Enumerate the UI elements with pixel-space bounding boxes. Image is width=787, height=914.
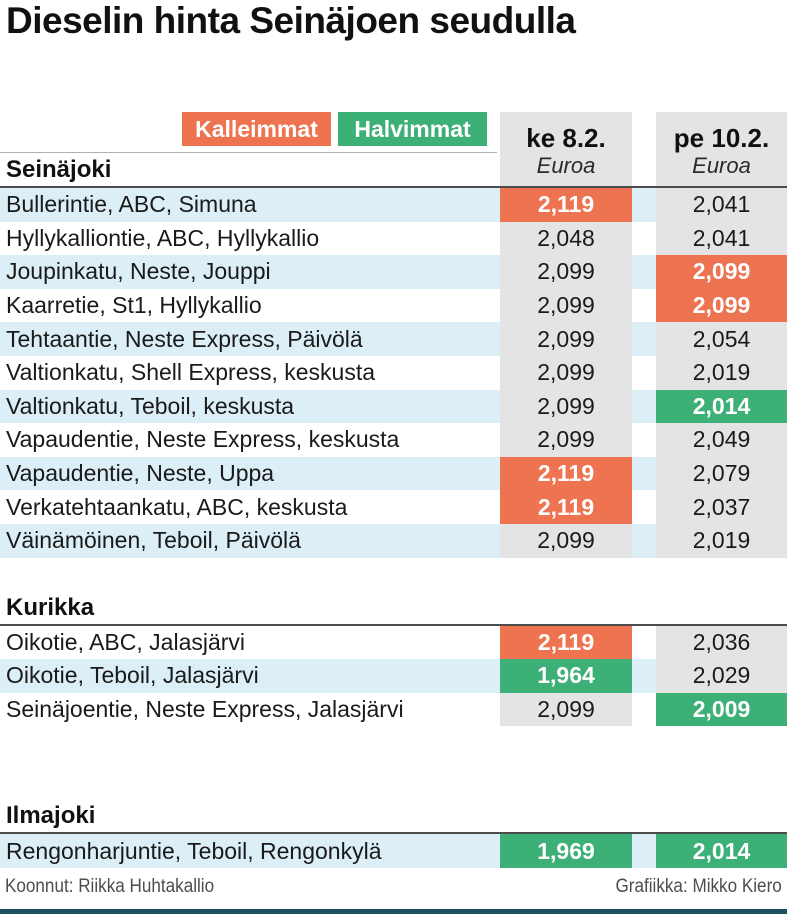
- column-header-wed: ke 8.2. Euroa: [500, 112, 632, 189]
- column-header-wed-label: ke 8.2.: [526, 122, 606, 153]
- section-rows: Oikotie, ABC, Jalasjärvi 2,119 2,036 Oik…: [0, 625, 787, 727]
- station-label: Joupinkatu, Neste, Jouppi: [6, 258, 271, 285]
- station-label: Kaarretie, St1, Hyllykallio: [6, 292, 262, 319]
- section-rows: Rengonharjuntie, Teboil, Rengonkylä 1,96…: [0, 834, 787, 868]
- table-row: Hyllykalliontie, ABC, Hyllykallio 2,048 …: [0, 221, 787, 256]
- section-rule: [0, 186, 787, 188]
- credit-graphics: Grafiikka: Mikko Kiero: [615, 876, 782, 897]
- credit-compiler: Koonnut: Riikka Huhtakallio: [5, 876, 215, 897]
- price-cell-wed: 2,099: [500, 288, 632, 323]
- price-cell-wed: 2,048: [500, 221, 632, 256]
- legend-expensive-label: Kalleimmat: [195, 115, 318, 142]
- station-label: Vapaudentie, Neste Express, keskusta: [6, 426, 400, 453]
- column-header-fri-unit: Euroa: [692, 152, 751, 178]
- price-cell-fri: 2,049: [656, 423, 787, 457]
- table-section: Ilmajoki Rengonharjuntie, Teboil, Rengon…: [0, 796, 787, 868]
- price-cell-fri: 2,036: [656, 625, 787, 660]
- price-cell-wed: 2,099: [500, 423, 632, 457]
- table-row: Joupinkatu, Neste, Jouppi 2,099 2,099: [0, 255, 787, 289]
- station-label: Tehtaantie, Neste Express, Päivölä: [6, 325, 363, 352]
- station-label: Oikotie, Teboil, Jalasjärvi: [6, 662, 259, 689]
- header-divider-line: [0, 152, 497, 153]
- price-cell-wed: 2,119: [500, 490, 632, 524]
- price-cell-fri: 2,041: [656, 221, 787, 256]
- price-cell-wed: 2,099: [500, 322, 632, 356]
- legend-cheap: Halvimmat: [338, 112, 487, 146]
- table-row: Oikotie, Teboil, Jalasjärvi 1,964 2,029: [0, 659, 787, 693]
- price-cell-wed: 2,099: [500, 355, 632, 390]
- table-row: Valtionkatu, Teboil, keskusta 2,099 2,01…: [0, 389, 787, 424]
- price-cell-fri: 2,009: [656, 692, 787, 727]
- credits: Koonnut: Riikka Huhtakallio Grafiikka: M…: [0, 876, 787, 900]
- station-label: Rengonharjuntie, Teboil, Rengonkylä: [6, 837, 382, 864]
- price-cell-wed: 2,099: [500, 523, 632, 558]
- station-label: Bullerintie, ABC, Simuna: [6, 191, 257, 218]
- price-cell-fri: 2,099: [656, 255, 787, 289]
- price-cell-wed: 2,099: [500, 389, 632, 424]
- price-cell-wed: 2,099: [500, 255, 632, 289]
- footer-brand-bar: [0, 909, 787, 914]
- table-row: Verkatehtaankatu, ABC, keskusta 2,119 2,…: [0, 490, 787, 524]
- page-title: Dieselin hinta Seinäjoen seudulla: [6, 0, 576, 41]
- station-label: Väinämöinen, Teboil, Päivölä: [6, 527, 301, 554]
- legend-expensive: Kalleimmat: [182, 112, 331, 146]
- table-row: Väinämöinen, Teboil, Päivölä 2,099 2,019: [0, 523, 787, 558]
- price-cell-fri: 2,019: [656, 523, 787, 558]
- section-rule: [0, 623, 787, 626]
- station-label: Valtionkatu, Shell Express, keskusta: [6, 359, 376, 386]
- price-cell-wed: 1,964: [500, 659, 632, 693]
- legend-cheap-label: Halvimmat: [354, 115, 471, 142]
- price-cell-fri: 2,099: [656, 288, 787, 323]
- price-cell-fri: 2,014: [656, 834, 787, 868]
- table-row: Bullerintie, ABC, Simuna 2,119 2,041: [0, 188, 787, 222]
- table-row: Kaarretie, St1, Hyllykallio 2,099 2,099: [0, 288, 787, 323]
- price-cell-fri: 2,019: [656, 355, 787, 390]
- table-row: Vapaudentie, Neste Express, keskusta 2,0…: [0, 423, 787, 457]
- section-title: Kurikka: [6, 593, 95, 621]
- price-table: Seinäjoki Bullerintie, ABC, Simuna 2,119…: [0, 150, 787, 868]
- price-cell-wed: 2,099: [500, 692, 632, 727]
- price-cell-fri: 2,014: [656, 389, 787, 424]
- price-cell-wed: 2,119: [500, 625, 632, 660]
- table-row: Oikotie, ABC, Jalasjärvi 2,119 2,036: [0, 625, 787, 660]
- table-row: Valtionkatu, Shell Express, keskusta 2,0…: [0, 355, 787, 390]
- column-header-fri-label: pe 10.2.: [673, 122, 770, 153]
- price-cell-fri: 2,029: [656, 659, 787, 693]
- price-cell-fri: 2,054: [656, 322, 787, 356]
- section-rule: [0, 832, 787, 835]
- price-cell-wed: 1,969: [500, 834, 632, 868]
- price-cell-wed: 2,119: [500, 456, 632, 491]
- station-label: Seinäjoentie, Neste Express, Jalasjärvi: [6, 696, 404, 723]
- station-label: Oikotie, ABC, Jalasjärvi: [6, 628, 246, 655]
- table-row: Seinäjoentie, Neste Express, Jalasjärvi …: [0, 692, 787, 727]
- price-cell-fri: 2,079: [656, 456, 787, 491]
- station-label: Hyllykalliontie, ABC, Hyllykallio: [6, 224, 320, 251]
- table-row: Rengonharjuntie, Teboil, Rengonkylä 1,96…: [0, 834, 787, 868]
- section-rows: Bullerintie, ABC, Simuna 2,119 2,041 Hyl…: [0, 188, 787, 558]
- column-header-wed-unit: Euroa: [536, 152, 596, 178]
- table-row: Vapaudentie, Neste, Uppa 2,119 2,079: [0, 456, 787, 491]
- table-section: Seinäjoki Bullerintie, ABC, Simuna 2,119…: [0, 150, 787, 558]
- price-cell-fri: 2,041: [656, 188, 787, 222]
- column-header-fri: pe 10.2. Euroa: [656, 112, 787, 189]
- station-label: Vapaudentie, Neste, Uppa: [6, 460, 275, 487]
- table-row: Tehtaantie, Neste Express, Päivölä 2,099…: [0, 322, 787, 356]
- price-cell-fri: 2,037: [656, 490, 787, 524]
- section-title: Ilmajoki: [6, 802, 96, 830]
- section-title: Seinäjoki: [6, 156, 112, 183]
- table-section: Kurikka Oikotie, ABC, Jalasjärvi 2,119 2…: [0, 588, 787, 727]
- price-cell-wed: 2,119: [500, 188, 632, 222]
- station-label: Verkatehtaankatu, ABC, keskusta: [6, 493, 348, 520]
- station-label: Valtionkatu, Teboil, keskusta: [6, 392, 295, 419]
